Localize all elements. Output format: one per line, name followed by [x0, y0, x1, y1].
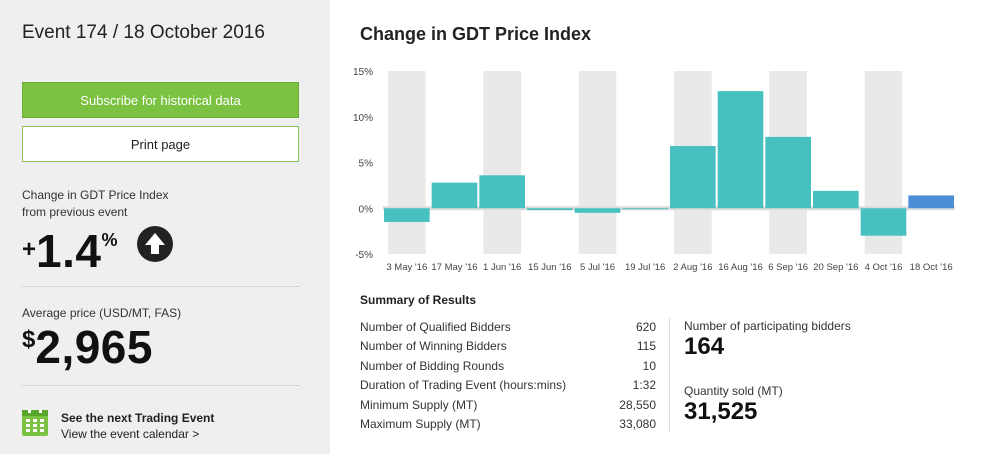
chart-band — [388, 71, 426, 254]
summary-row: Maximum Supply (MT) 33,080 — [360, 416, 656, 431]
arrow-up-icon — [137, 226, 173, 262]
price-change-label: Change in GDT Price Index from previous … — [22, 188, 169, 219]
chart-bar — [908, 195, 954, 209]
x-tick-label: 19 Jul '16 — [625, 262, 665, 273]
chart-bar — [574, 208, 621, 213]
x-tick-label: 5 Jul '16 — [580, 262, 615, 273]
summary-row: Number of Bidding Rounds 10 — [360, 358, 656, 373]
chart-bar — [860, 208, 907, 236]
calendar-icon — [22, 408, 48, 436]
x-tick-label: 18 Oct '16 — [910, 262, 953, 273]
summary-row: Number of Winning Bidders 115 — [360, 339, 656, 354]
x-tick-label: 20 Sep '16 — [813, 262, 858, 273]
chart-band — [578, 71, 617, 254]
y-tick-label: -5% — [355, 250, 373, 261]
y-tick-label: 15% — [353, 67, 373, 78]
quantity-sold: Quantity sold (MT) 31,525 — [684, 384, 783, 425]
x-tick-label: 6 Sep '16 — [768, 262, 808, 273]
summary-title: Summary of Results — [360, 293, 477, 307]
print-button[interactable]: Print page — [22, 126, 299, 162]
x-tick-label: 16 Aug '16 — [718, 262, 763, 273]
chart-bar — [527, 208, 573, 211]
event-calendar-link[interactable]: View the event calendar > — [61, 427, 200, 441]
summary-row: Number of Qualified Bidders 620 — [360, 320, 656, 334]
y-tick-label: 5% — [359, 159, 374, 170]
x-tick-label: 1 Jun '16 — [483, 262, 521, 273]
average-price-label: Average price (USD/MT, FAS) — [22, 306, 182, 320]
chart-bar — [813, 190, 859, 209]
price-index-chart: -5% 0% 5% 10% 15% 3 May '16 17 May '16 1 Jun '1… — [353, 67, 955, 273]
summary-table: Number of Qualified Bidders 620 Number of… — [360, 318, 656, 434]
summary-row: Minimum Supply (MT) 28,550 — [360, 397, 656, 412]
chart-bar — [622, 208, 668, 210]
x-tick-label: 17 May '16 — [431, 262, 477, 273]
price-change-value: +1.4% — [22, 225, 118, 277]
chart-bar — [670, 146, 716, 209]
subscribe-button[interactable]: Subscribe for historical data — [22, 82, 299, 118]
chart-band — [483, 71, 521, 254]
left-panel: Event 174 / 18 October 2016 Subscribe fo… — [0, 0, 330, 454]
x-tick-label: 15 Jun '16 — [528, 262, 572, 273]
x-tick-label: 2 Aug '16 — [673, 262, 712, 273]
chart-bar — [479, 175, 525, 209]
x-tick-label: 3 May '16 — [386, 262, 427, 273]
y-tick-label: 10% — [353, 113, 373, 124]
divider — [22, 385, 299, 386]
chart-bar — [431, 182, 478, 209]
next-event-title: See the next Trading Event — [61, 411, 215, 425]
x-tick-label: 4 Oct '16 — [865, 262, 903, 273]
summary-row: Duration of Trading Event (hours:mins) 1:… — [360, 378, 656, 393]
participating-bidders: Number of participating bidders 164 — [684, 319, 851, 360]
event-title: Event 174 / 18 October 2016 — [22, 22, 265, 43]
y-tick-label: 0% — [359, 204, 374, 215]
chart-bar — [384, 208, 430, 222]
vertical-divider — [669, 318, 670, 433]
divider — [22, 286, 299, 287]
chart-title: Change in GDT Price Index — [360, 24, 592, 44]
chart-bar — [717, 91, 764, 209]
average-price-value: $2,965 — [22, 321, 153, 373]
chart-bar — [765, 136, 811, 209]
zero-line — [383, 206, 955, 211]
